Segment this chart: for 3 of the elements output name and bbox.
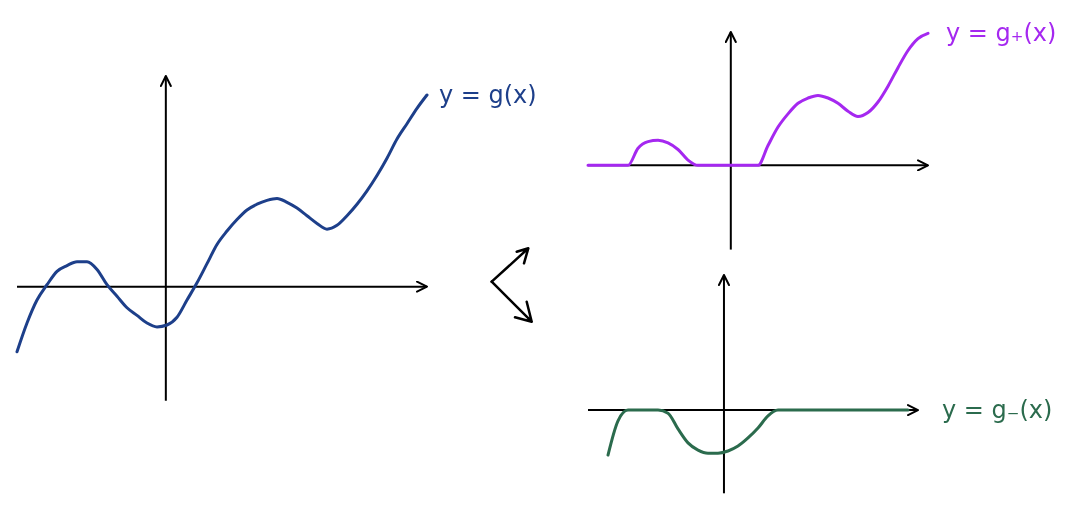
series-label: y = g(x) [438,80,537,109]
series-label: y = g₊(x) [946,19,1057,48]
series-label: y = g₋(x) [942,396,1053,425]
